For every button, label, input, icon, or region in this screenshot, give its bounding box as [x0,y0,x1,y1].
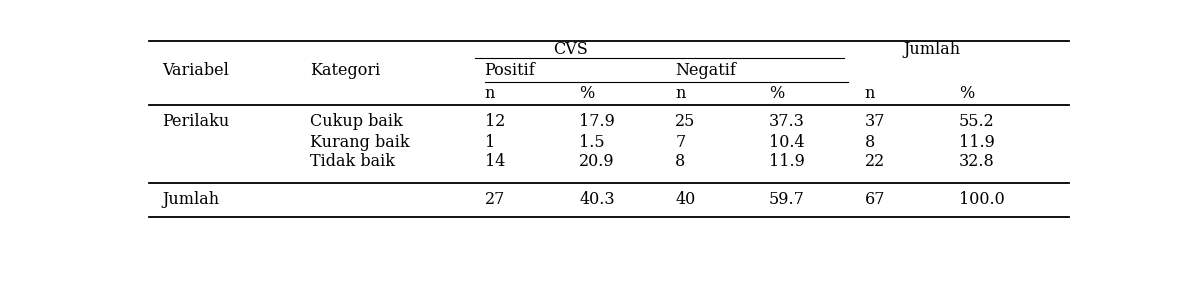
Text: n: n [675,85,685,102]
Text: 11.9: 11.9 [959,134,994,151]
Text: 22: 22 [865,153,885,170]
Text: n: n [865,85,876,102]
Text: 17.9: 17.9 [580,113,615,130]
Text: Tidak baik: Tidak baik [310,153,394,170]
Text: 40.3: 40.3 [580,191,615,208]
Text: %: % [959,85,974,102]
Text: 67: 67 [865,191,885,208]
Text: 8: 8 [865,134,876,151]
Text: %: % [769,85,784,102]
Text: 7: 7 [675,134,685,151]
Text: Positif: Positif [485,62,536,79]
Text: 20.9: 20.9 [580,153,615,170]
Text: Perilaku: Perilaku [163,113,229,130]
Text: Negatif: Negatif [675,62,737,79]
Text: Jumlah: Jumlah [163,191,220,208]
Text: 59.7: 59.7 [769,191,805,208]
Text: 1.5: 1.5 [580,134,605,151]
Text: 25: 25 [675,113,695,130]
Text: CVS: CVS [554,41,588,58]
Text: Kategori: Kategori [310,62,380,79]
Text: 37.3: 37.3 [769,113,805,130]
Text: 10.4: 10.4 [769,134,804,151]
Text: 14: 14 [485,153,505,170]
Text: Jumlah: Jumlah [903,41,961,58]
Text: n: n [485,85,495,102]
Text: 1: 1 [485,134,495,151]
Text: 40: 40 [675,191,695,208]
Text: 11.9: 11.9 [769,153,805,170]
Text: 8: 8 [675,153,685,170]
Text: Variabel: Variabel [163,62,229,79]
Text: 100.0: 100.0 [959,191,1005,208]
Text: 37: 37 [865,113,885,130]
Text: 12: 12 [485,113,505,130]
Text: %: % [580,85,595,102]
Text: 32.8: 32.8 [959,153,994,170]
Text: Kurang baik: Kurang baik [310,134,409,151]
Text: 55.2: 55.2 [959,113,994,130]
Text: 27: 27 [485,191,505,208]
Text: Cukup baik: Cukup baik [310,113,403,130]
